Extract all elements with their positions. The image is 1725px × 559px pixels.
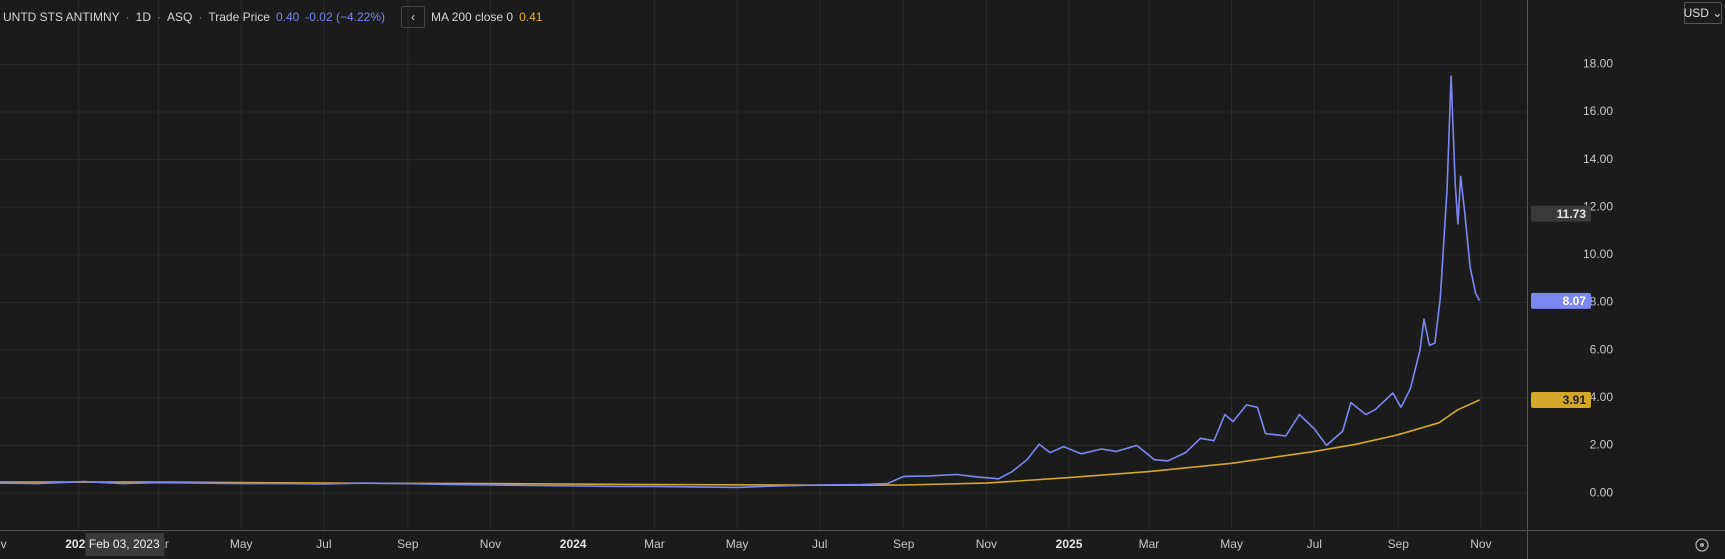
legend-header: UNTD STS ANTIMNY · 1D · ASQ · Trade Price 0…: [3, 6, 542, 28]
last-value-label: 3.91: [1563, 393, 1587, 407]
y-tick-label: 0.00: [1590, 485, 1614, 499]
y-tick-label: 16.00: [1583, 104, 1613, 118]
last-value-label: 8.07: [1563, 294, 1587, 308]
y-tick-label: 8.00: [1590, 295, 1614, 309]
crosshair-date-box: [85, 533, 165, 556]
currency: USD: [1683, 6, 1709, 20]
x-tick-label: 2024: [560, 537, 587, 551]
x-tick-label: Sep: [1388, 537, 1410, 551]
x-tick-label: Nov: [976, 537, 997, 551]
reference-price-label: 11.73: [1557, 207, 1587, 221]
x-tick-label: Nov: [1470, 537, 1491, 551]
x-tick-label: Sep: [397, 537, 419, 551]
currency-dropdown[interactable]: USD ⌄: [1684, 2, 1722, 24]
y-tick-label: 4.00: [1590, 390, 1614, 404]
y-tick-label: 18.00: [1583, 56, 1613, 70]
x-tick-label: May: [1220, 537, 1243, 551]
x-tick-label: Jul: [1307, 537, 1322, 551]
reference-price-label-box: [1531, 205, 1591, 222]
x-tick-label: Nov: [480, 537, 501, 551]
x-tick-label: Sep: [893, 537, 915, 551]
last-value-label-box: [1531, 292, 1591, 309]
x-tick-label: 2025: [1056, 537, 1083, 551]
y-tick-label: 2.00: [1590, 438, 1614, 452]
y-tick-label: 10.00: [1583, 247, 1613, 261]
x-tick-label: May: [230, 537, 253, 551]
crosshair-price: 0.40: [275, 10, 300, 24]
crosshair-change: -0.02 (−4.22%): [305, 10, 386, 24]
study-name: MA 200 close 0: [431, 10, 514, 24]
settings-icon[interactable]: [1695, 538, 1709, 552]
x-tick-label: Jul: [316, 537, 331, 551]
y-tick-label: 6.00: [1590, 342, 1614, 356]
interval[interactable]: 1D: [135, 10, 152, 24]
symbol[interactable]: UNTD STS ANTIMNY: [3, 10, 120, 24]
last-value-label-box: [1531, 391, 1591, 408]
x-tick-label: Nov: [0, 537, 7, 551]
x-tick-label: May: [726, 537, 749, 551]
x-tick-label: Jul: [812, 537, 827, 551]
collapse-button[interactable]: ‹: [401, 6, 426, 28]
exchange: ASQ: [167, 10, 193, 24]
x-tick-label: Mar: [644, 537, 665, 551]
crosshair-date: Feb 03, 2023: [89, 537, 160, 551]
series-line: [0, 75, 1481, 489]
y-tick-label: 14.00: [1583, 152, 1613, 166]
crosshair-ma: 0.41: [519, 10, 543, 24]
x-tick-label: Mar: [1139, 537, 1160, 551]
series-name: Trade Price: [208, 10, 270, 24]
settings-icon-dot: [1700, 543, 1704, 547]
series-line: [0, 399, 1480, 486]
